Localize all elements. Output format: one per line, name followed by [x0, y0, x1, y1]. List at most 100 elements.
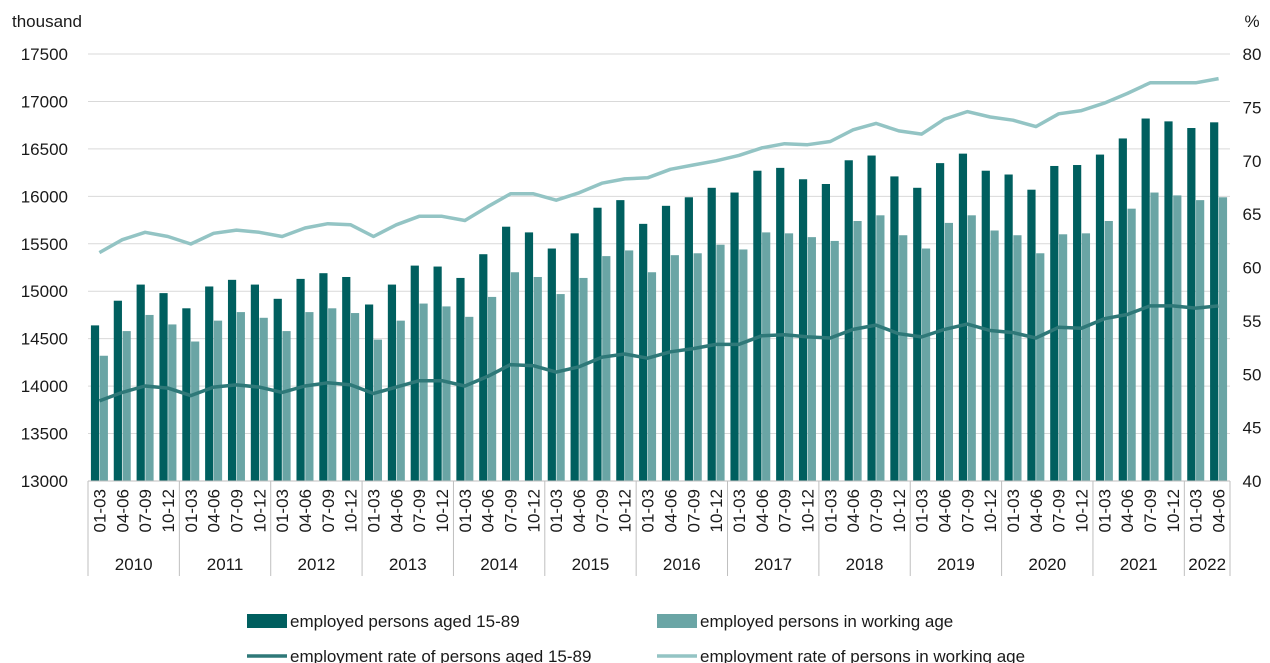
line-rate-working-age — [98, 76, 1219, 255]
x-tick-label: 01-03 — [639, 489, 658, 532]
bar-employed-15-89 — [387, 284, 397, 481]
bar-employed-15-89 — [1164, 121, 1173, 482]
line-series — [98, 76, 1219, 403]
bar-employed-working-age — [579, 277, 588, 481]
bar-employed-working-age — [807, 237, 816, 481]
legend-employed-15-89-label: employed persons aged 15-89 — [290, 612, 520, 631]
left-tick-label: 15500 — [21, 235, 68, 254]
x-tick-label: 07-09 — [227, 489, 246, 532]
bar-employed-15-89 — [776, 167, 785, 481]
bar-employed-working-age — [739, 249, 748, 481]
bar-employed-working-age — [830, 240, 839, 481]
bar-employed-15-89 — [1073, 165, 1082, 481]
bar-employed-15-89 — [1187, 128, 1196, 481]
bar-employed-15-89 — [410, 265, 419, 481]
x-tick-label: 07-09 — [1050, 489, 1069, 532]
bar-employed-working-age — [1081, 233, 1091, 481]
bar-employed-15-89 — [547, 248, 556, 481]
left-axis-ticks: 13000 13500 14000 14500 15000 15500 16000 16500… — [21, 45, 68, 491]
x-tick-label: 10-12 — [342, 489, 361, 532]
bar-employed-working-age — [625, 250, 634, 481]
bar-employed-working-age — [328, 308, 337, 481]
bar-employed-working-age — [1150, 192, 1159, 481]
bar-employed-15-89 — [113, 300, 122, 481]
bar-employed-working-age — [1059, 234, 1068, 481]
bar-employed-15-89 — [136, 284, 145, 481]
x-tick-label: 10-12 — [159, 489, 178, 532]
x-tick-label: 01-03 — [821, 489, 840, 532]
x-tick-label: 07-09 — [136, 489, 155, 532]
bar-employed-working-age — [305, 312, 314, 481]
legend-employed-15-89-swatch — [247, 614, 287, 628]
bar-employed-working-age — [122, 331, 131, 481]
legend-rate-15-89-label: employment rate of persons aged 15-89 — [290, 647, 591, 663]
left-tick-label: 16500 — [21, 140, 68, 159]
bar-employed-working-age — [899, 235, 908, 481]
x-tick-label: 04-06 — [1210, 489, 1229, 532]
bar-employed-working-age — [1104, 221, 1113, 481]
bar-employed-15-89 — [479, 254, 488, 481]
bar-employed-15-89 — [570, 233, 579, 481]
bar-employed-working-age — [168, 324, 177, 481]
x-tick-label: 04-06 — [753, 489, 772, 532]
right-axis-ticks: 40 45 50 55 60 65 70 75 80 — [1243, 45, 1262, 491]
x-tick-label: 07-09 — [776, 489, 795, 532]
year-label: 2015 — [572, 555, 610, 574]
bar-employed-15-89 — [205, 286, 214, 481]
year-label: 2021 — [1120, 555, 1158, 574]
x-tick-label: 01-03 — [365, 489, 384, 532]
bar-employed-working-age — [1127, 208, 1136, 481]
x-tick-label: 04-06 — [113, 489, 132, 532]
bar-employed-15-89 — [1210, 122, 1219, 481]
bar-employed-15-89 — [616, 200, 625, 481]
x-tick-label: 01-03 — [913, 489, 932, 532]
left-tick-label: 17500 — [21, 45, 68, 64]
bar-employed-working-age — [1036, 253, 1045, 481]
bar-employed-working-age — [213, 320, 223, 481]
left-tick-label: 16000 — [21, 187, 68, 206]
bar-employed-working-age — [373, 339, 382, 481]
x-tick-label: 01-03 — [273, 489, 292, 532]
left-tick-label: 14500 — [21, 330, 68, 349]
bar-employed-working-age — [145, 314, 154, 481]
x-tick-label: 10-12 — [707, 489, 726, 532]
x-tick-label: 10-12 — [524, 489, 543, 532]
bar-employed-15-89 — [593, 207, 602, 481]
year-label: 2012 — [297, 555, 335, 574]
year-label: 2011 — [207, 555, 244, 574]
x-tick-label: 01-03 — [90, 489, 109, 532]
bar-employed-15-89 — [456, 277, 465, 481]
gridlines — [88, 53, 1230, 482]
bar-employed-15-89 — [821, 183, 830, 481]
x-tick-label: 04-06 — [296, 489, 315, 532]
bar-employed-working-age — [510, 272, 520, 481]
x-tick-label: 10-12 — [1164, 489, 1183, 532]
bar-employed-15-89 — [890, 176, 899, 481]
bar-employed-working-age — [967, 215, 976, 482]
bar-employed-working-age — [350, 313, 360, 481]
x-tick-label: 07-09 — [593, 489, 612, 532]
x-tick-label: 01-03 — [1187, 489, 1206, 532]
bar-employed-15-89 — [319, 273, 328, 481]
bar-employed-15-89 — [524, 232, 534, 481]
bar-employed-15-89 — [227, 279, 237, 481]
bar-employed-15-89 — [639, 223, 648, 481]
right-tick-label: 65 — [1243, 205, 1262, 224]
x-tick-label: 01-03 — [1095, 489, 1114, 532]
bar-employed-working-age — [647, 272, 657, 481]
bar-employed-working-age — [396, 320, 405, 481]
bar-employed-15-89 — [433, 266, 442, 481]
bar-employed-working-age — [488, 296, 497, 481]
year-label: 2014 — [480, 555, 518, 574]
x-tick-label: 04-06 — [570, 489, 589, 532]
bar-employed-working-age — [921, 248, 931, 481]
bar-employed-15-89 — [1050, 165, 1059, 482]
x-tick-label: 10-12 — [981, 489, 1000, 532]
bar-employed-working-age — [465, 316, 474, 481]
x-tick-label: 10-12 — [433, 489, 452, 532]
year-label: 2016 — [663, 555, 701, 574]
bar-employed-working-age — [670, 255, 679, 481]
x-tick-label: 01-03 — [547, 489, 566, 532]
year-label: 2018 — [846, 555, 884, 574]
bar-employed-15-89 — [1141, 118, 1150, 481]
